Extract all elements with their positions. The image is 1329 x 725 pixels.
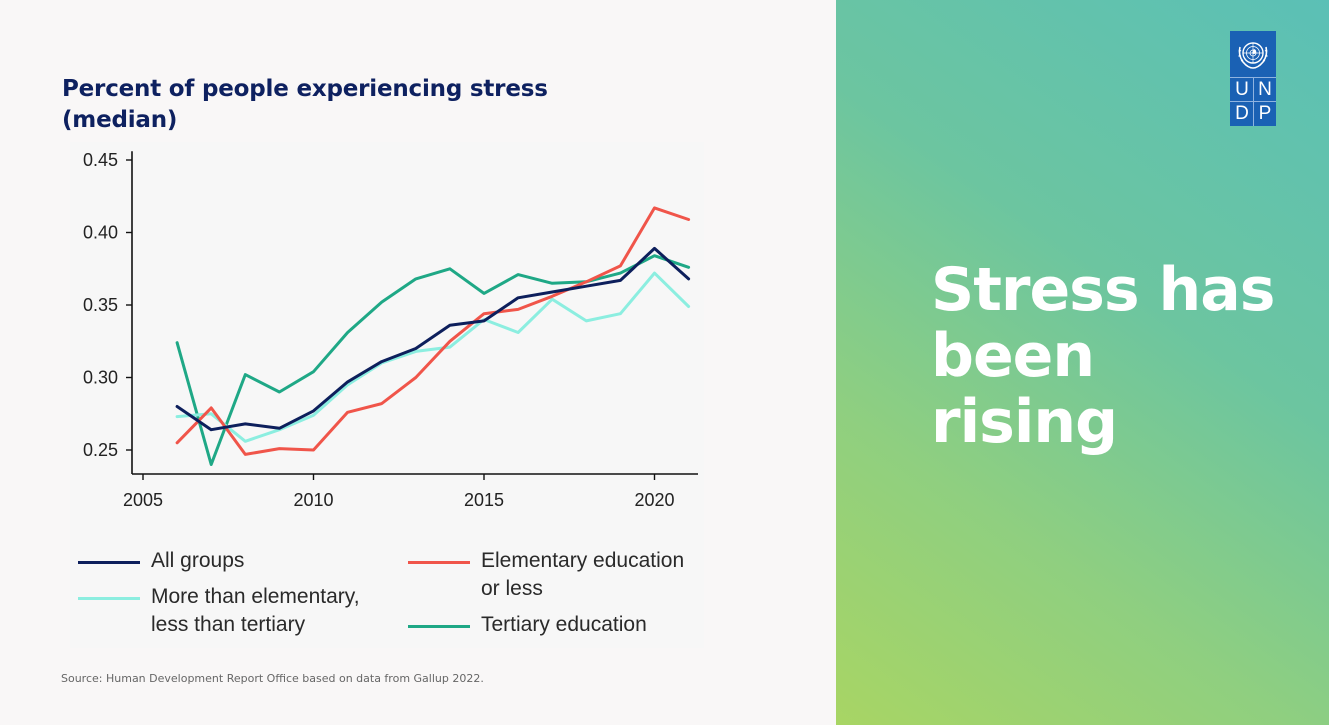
headline-line-2: been bbox=[931, 321, 1095, 391]
series-line-elementary-education-or-less bbox=[175, 206, 691, 456]
chart-title: Percent of people experiencing stress (m… bbox=[62, 74, 622, 136]
logo-letter-p: P bbox=[1258, 103, 1272, 124]
headline-line-1: Stress has bbox=[931, 255, 1275, 325]
legend-swatch-tertiary bbox=[408, 625, 470, 628]
legend-label-elementary: Elementary education or less bbox=[481, 547, 684, 603]
undp-logo: U N D P bbox=[1230, 31, 1276, 126]
series-line-more-than-elementary-less-than-tertiary bbox=[175, 271, 691, 443]
logo-letter-u: U bbox=[1235, 79, 1249, 100]
series-layer bbox=[175, 206, 691, 466]
legend-label-more-than-elementary-line-2: less than tertiary bbox=[151, 613, 306, 636]
y-tick-label: 0.45 bbox=[83, 150, 118, 170]
un-emblem-icon bbox=[1238, 42, 1268, 69]
axes: 0.25 0.30 0.35 0.40 0.45 2005 2010 2015 2020 bbox=[83, 150, 698, 510]
chart-panel: Percent of people experiencing stress (m… bbox=[61, 74, 704, 685]
x-tick-label: 2005 bbox=[123, 490, 163, 510]
x-tick-label: 2010 bbox=[293, 490, 333, 510]
y-tick-label: 0.25 bbox=[83, 440, 118, 460]
x-tick-label: 2015 bbox=[464, 490, 504, 510]
series-line-all-groups bbox=[175, 246, 691, 432]
chart-title-line-1: Percent of people experiencing stress bbox=[62, 76, 548, 102]
y-tick-label: 0.40 bbox=[83, 223, 118, 243]
legend-label-elementary-line-1: Elementary education bbox=[481, 549, 685, 572]
y-tick-label: 0.30 bbox=[83, 368, 118, 388]
y-tick-label: 0.35 bbox=[83, 295, 118, 315]
chart-title-line-2: (median) bbox=[62, 107, 178, 133]
source-note: Source: Human Development Report Office … bbox=[61, 672, 484, 685]
legend-label-elementary-line-2: or less bbox=[481, 577, 543, 600]
x-tick-label: 2020 bbox=[634, 490, 674, 510]
legend-swatch-elementary bbox=[408, 561, 470, 564]
legend-label-tertiary: Tertiary education bbox=[481, 613, 647, 636]
logo-divider-v bbox=[1253, 77, 1254, 126]
headline-panel: U N D P Stress has been rising bbox=[836, 0, 1329, 725]
series-line-tertiary-education bbox=[175, 254, 691, 466]
legend-label-more-than-elementary-line-1: More than elementary, bbox=[151, 585, 360, 608]
line-chart: 0.25 0.30 0.35 0.40 0.45 2005 2010 2015 2020 bbox=[83, 150, 698, 510]
legend-swatch-more-than-elementary bbox=[78, 597, 140, 600]
legend-swatch-all-groups bbox=[78, 561, 140, 564]
legend-label-all-groups: All groups bbox=[151, 549, 245, 572]
logo-letter-n: N bbox=[1258, 79, 1272, 100]
chart-area bbox=[70, 142, 704, 648]
logo-letter-d: D bbox=[1235, 103, 1249, 124]
legend-label-more-than-elementary: More than elementary, less than tertiary bbox=[151, 583, 360, 639]
headline: Stress has been rising bbox=[931, 257, 1311, 455]
headline-line-3: rising bbox=[931, 387, 1118, 457]
